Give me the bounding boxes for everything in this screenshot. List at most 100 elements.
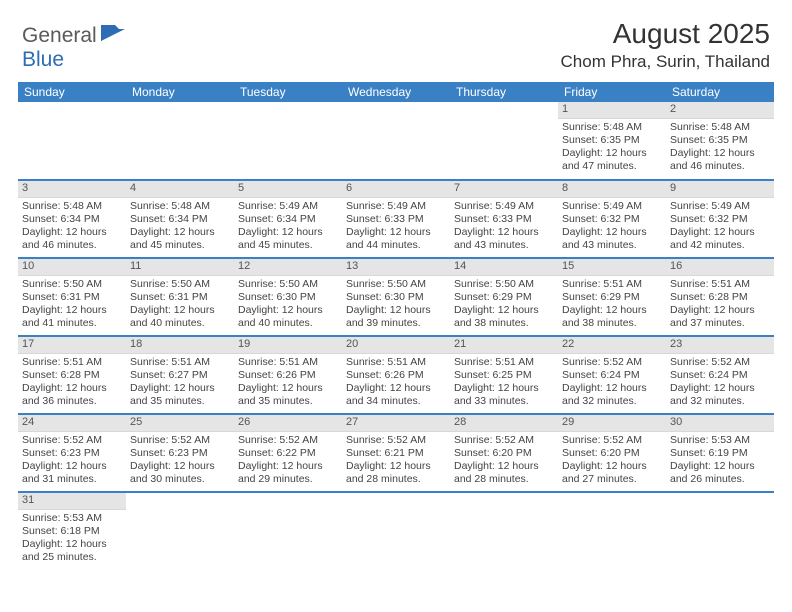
day-detail: Sunrise: 5:51 AMSunset: 6:28 PMDaylight:… [666, 276, 774, 334]
day-number: 23 [666, 337, 774, 354]
calendar-cell: 10Sunrise: 5:50 AMSunset: 6:31 PMDayligh… [18, 258, 126, 336]
calendar-cell: 24Sunrise: 5:52 AMSunset: 6:23 PMDayligh… [18, 414, 126, 492]
day-detail: Sunrise: 5:50 AMSunset: 6:29 PMDaylight:… [450, 276, 558, 334]
day-header: Sunday [18, 82, 126, 102]
day-number: 12 [234, 259, 342, 276]
calendar-cell: 2Sunrise: 5:48 AMSunset: 6:35 PMDaylight… [666, 102, 774, 180]
flag-icon [101, 25, 127, 48]
day-detail: Sunrise: 5:49 AMSunset: 6:32 PMDaylight:… [666, 198, 774, 256]
calendar-week-row: 24Sunrise: 5:52 AMSunset: 6:23 PMDayligh… [18, 414, 774, 492]
day-detail: Sunrise: 5:49 AMSunset: 6:33 PMDaylight:… [342, 198, 450, 256]
empty-day [126, 102, 234, 118]
calendar-cell: 15Sunrise: 5:51 AMSunset: 6:29 PMDayligh… [558, 258, 666, 336]
calendar-cell: 13Sunrise: 5:50 AMSunset: 6:30 PMDayligh… [342, 258, 450, 336]
day-number: 28 [450, 415, 558, 432]
day-number: 9 [666, 181, 774, 198]
title-block: August 2025 Chom Phra, Surin, Thailand [561, 18, 770, 72]
day-detail: Sunrise: 5:52 AMSunset: 6:21 PMDaylight:… [342, 432, 450, 490]
calendar-body: 1Sunrise: 5:48 AMSunset: 6:35 PMDaylight… [18, 102, 774, 570]
day-detail: Sunrise: 5:50 AMSunset: 6:30 PMDaylight:… [234, 276, 342, 334]
empty-day [342, 102, 450, 118]
calendar-cell: 30Sunrise: 5:53 AMSunset: 6:19 PMDayligh… [666, 414, 774, 492]
calendar-cell [666, 492, 774, 570]
day-header: Friday [558, 82, 666, 102]
day-detail: Sunrise: 5:52 AMSunset: 6:20 PMDaylight:… [450, 432, 558, 490]
calendar-cell: 7Sunrise: 5:49 AMSunset: 6:33 PMDaylight… [450, 180, 558, 258]
day-detail: Sunrise: 5:49 AMSunset: 6:33 PMDaylight:… [450, 198, 558, 256]
calendar-cell: 27Sunrise: 5:52 AMSunset: 6:21 PMDayligh… [342, 414, 450, 492]
calendar-cell: 26Sunrise: 5:52 AMSunset: 6:22 PMDayligh… [234, 414, 342, 492]
calendar-week-row: 10Sunrise: 5:50 AMSunset: 6:31 PMDayligh… [18, 258, 774, 336]
day-detail: Sunrise: 5:52 AMSunset: 6:20 PMDaylight:… [558, 432, 666, 490]
day-detail: Sunrise: 5:51 AMSunset: 6:27 PMDaylight:… [126, 354, 234, 412]
logo-blue-text-wrap: Blue [22, 48, 64, 72]
calendar-week-row: 31Sunrise: 5:53 AMSunset: 6:18 PMDayligh… [18, 492, 774, 570]
calendar-cell: 31Sunrise: 5:53 AMSunset: 6:18 PMDayligh… [18, 492, 126, 570]
empty-day [450, 493, 558, 509]
day-header: Thursday [450, 82, 558, 102]
day-detail: Sunrise: 5:52 AMSunset: 6:22 PMDaylight:… [234, 432, 342, 490]
calendar-cell: 23Sunrise: 5:52 AMSunset: 6:24 PMDayligh… [666, 336, 774, 414]
calendar-cell: 14Sunrise: 5:50 AMSunset: 6:29 PMDayligh… [450, 258, 558, 336]
day-detail: Sunrise: 5:50 AMSunset: 6:30 PMDaylight:… [342, 276, 450, 334]
calendar-cell: 5Sunrise: 5:49 AMSunset: 6:34 PMDaylight… [234, 180, 342, 258]
day-detail: Sunrise: 5:48 AMSunset: 6:34 PMDaylight:… [126, 198, 234, 256]
empty-day [666, 493, 774, 509]
day-number: 31 [18, 493, 126, 510]
day-header: Monday [126, 82, 234, 102]
calendar-cell: 9Sunrise: 5:49 AMSunset: 6:32 PMDaylight… [666, 180, 774, 258]
calendar-cell: 3Sunrise: 5:48 AMSunset: 6:34 PMDaylight… [18, 180, 126, 258]
logo: General [22, 24, 129, 48]
header: General August 2025 Chom Phra, Surin, Th… [0, 0, 792, 78]
day-number: 22 [558, 337, 666, 354]
day-detail: Sunrise: 5:48 AMSunset: 6:35 PMDaylight:… [558, 119, 666, 177]
logo-text-blue: Blue [22, 48, 64, 71]
calendar-cell: 28Sunrise: 5:52 AMSunset: 6:20 PMDayligh… [450, 414, 558, 492]
empty-day [342, 493, 450, 509]
empty-day [18, 102, 126, 118]
day-number: 14 [450, 259, 558, 276]
day-detail: Sunrise: 5:48 AMSunset: 6:34 PMDaylight:… [18, 198, 126, 256]
day-detail: Sunrise: 5:50 AMSunset: 6:31 PMDaylight:… [126, 276, 234, 334]
day-number: 16 [666, 259, 774, 276]
day-detail: Sunrise: 5:53 AMSunset: 6:18 PMDaylight:… [18, 510, 126, 568]
calendar-cell [126, 492, 234, 570]
day-number: 20 [342, 337, 450, 354]
page-title: August 2025 [561, 18, 770, 50]
calendar-cell: 25Sunrise: 5:52 AMSunset: 6:23 PMDayligh… [126, 414, 234, 492]
day-detail: Sunrise: 5:51 AMSunset: 6:25 PMDaylight:… [450, 354, 558, 412]
day-number: 3 [18, 181, 126, 198]
calendar-cell: 6Sunrise: 5:49 AMSunset: 6:33 PMDaylight… [342, 180, 450, 258]
calendar-cell: 18Sunrise: 5:51 AMSunset: 6:27 PMDayligh… [126, 336, 234, 414]
day-number: 1 [558, 102, 666, 119]
day-number: 30 [666, 415, 774, 432]
logo-text-general: General [22, 24, 97, 48]
empty-day [450, 102, 558, 118]
calendar-cell: 4Sunrise: 5:48 AMSunset: 6:34 PMDaylight… [126, 180, 234, 258]
day-number: 24 [18, 415, 126, 432]
calendar-cell: 22Sunrise: 5:52 AMSunset: 6:24 PMDayligh… [558, 336, 666, 414]
day-number: 7 [450, 181, 558, 198]
calendar-cell [234, 102, 342, 180]
day-detail: Sunrise: 5:51 AMSunset: 6:26 PMDaylight:… [342, 354, 450, 412]
calendar-cell [126, 102, 234, 180]
day-header: Wednesday [342, 82, 450, 102]
day-detail: Sunrise: 5:52 AMSunset: 6:23 PMDaylight:… [126, 432, 234, 490]
day-number: 13 [342, 259, 450, 276]
day-detail: Sunrise: 5:53 AMSunset: 6:19 PMDaylight:… [666, 432, 774, 490]
day-number: 10 [18, 259, 126, 276]
empty-day [234, 493, 342, 509]
day-number: 11 [126, 259, 234, 276]
day-detail: Sunrise: 5:49 AMSunset: 6:32 PMDaylight:… [558, 198, 666, 256]
calendar-cell [18, 102, 126, 180]
location-text: Chom Phra, Surin, Thailand [561, 52, 770, 72]
empty-day [558, 493, 666, 509]
calendar-cell: 20Sunrise: 5:51 AMSunset: 6:26 PMDayligh… [342, 336, 450, 414]
calendar-week-row: 3Sunrise: 5:48 AMSunset: 6:34 PMDaylight… [18, 180, 774, 258]
calendar-week-row: 17Sunrise: 5:51 AMSunset: 6:28 PMDayligh… [18, 336, 774, 414]
empty-day [234, 102, 342, 118]
calendar-cell: 11Sunrise: 5:50 AMSunset: 6:31 PMDayligh… [126, 258, 234, 336]
day-number: 25 [126, 415, 234, 432]
day-number: 21 [450, 337, 558, 354]
day-number: 4 [126, 181, 234, 198]
